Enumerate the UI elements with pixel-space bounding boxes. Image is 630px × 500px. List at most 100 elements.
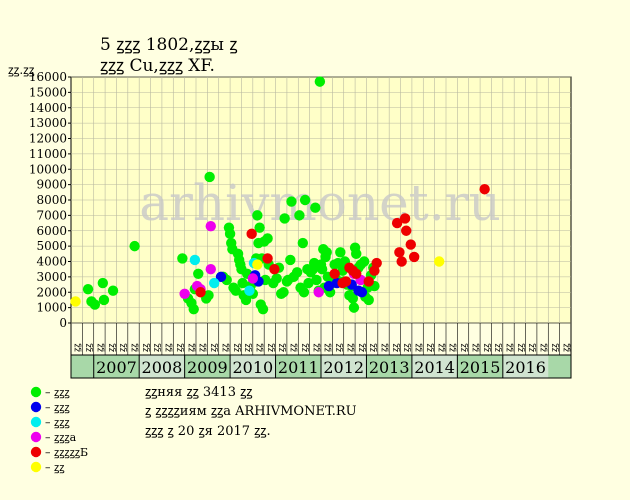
quarter-label: ꙁꙁ (84, 343, 94, 352)
data-point (278, 287, 289, 298)
data-point (335, 247, 346, 258)
quarter-label: ꙁꙁ (414, 343, 424, 352)
quarter-label: ꙁꙁ (220, 343, 230, 352)
year-cell (275, 355, 321, 378)
data-point (89, 299, 101, 310)
quarter-label: ꙁꙁ (516, 343, 526, 352)
info-line1: ꙁꙁняя ꙁꙁ 3413 ꙁꙁ (145, 385, 252, 400)
year-cell (366, 355, 412, 378)
year-cell (411, 355, 458, 378)
data-point (479, 184, 490, 195)
legend-label: – ꙁꙁꙁa (45, 431, 77, 444)
data-point (311, 274, 322, 286)
quarter-label: ꙁꙁ (482, 343, 492, 352)
y-tick-label: 4000 (36, 255, 67, 269)
data-point (394, 247, 405, 258)
year-label: 2013 (369, 358, 410, 377)
chart-title-line1: 5 ꙁꙁꙁ 1802,ꙁꙁы ꙁ (100, 35, 237, 55)
quarter-label: ꙁꙁ (323, 343, 333, 352)
data-point (396, 256, 407, 267)
data-point (246, 228, 257, 240)
y-tick-label: 7000 (36, 208, 67, 222)
quarter-label: ꙁꙁ (198, 343, 208, 352)
quarter-label: ꙁꙁ (311, 343, 321, 352)
quarter-label: ꙁꙁ (550, 343, 560, 352)
year-label: 2011 (278, 358, 319, 377)
year-cell (93, 355, 140, 378)
data-point (351, 248, 362, 260)
data-point (203, 290, 214, 301)
data-point (252, 259, 263, 270)
data-point (252, 210, 263, 221)
data-point (195, 287, 206, 298)
quarter-label: ꙁꙁ (391, 343, 401, 352)
year-cell (321, 355, 367, 378)
y-axis-label: ꙁꙁ.ꙁꙁ (8, 63, 35, 77)
data-point (358, 256, 370, 267)
data-point (329, 268, 340, 279)
data-point (230, 285, 241, 296)
legend-label: – ꙁꙁꙁꙁꙁБ (45, 446, 88, 459)
quarter-label: ꙁꙁ (527, 343, 537, 352)
data-point (82, 283, 94, 295)
data-point (70, 296, 81, 307)
quarter-label: ꙁꙁ (448, 343, 458, 352)
y-tick-label: 15000 (29, 85, 67, 99)
legend-marker (30, 416, 42, 428)
year-cell (230, 355, 276, 378)
legend-marker (30, 446, 42, 458)
data-point (204, 171, 215, 183)
quarter-label: ꙁꙁ (300, 343, 310, 352)
data-point (205, 220, 216, 232)
data-point (348, 302, 360, 313)
data-point (303, 277, 314, 289)
data-point (254, 222, 265, 233)
year-label: 2015 (460, 358, 501, 377)
data-point (271, 273, 282, 284)
data-point (97, 277, 109, 289)
year-row-border (70, 354, 572, 379)
quarter-label: ꙁꙁ (493, 343, 503, 352)
y-tick-label: 8000 (36, 193, 67, 207)
data-point (257, 303, 269, 315)
data-point (321, 247, 332, 258)
data-point (363, 294, 374, 306)
legend-marker (30, 461, 42, 473)
quarter-label: ꙁꙁ (95, 343, 105, 352)
y-tick-label: 11000 (29, 147, 67, 161)
year-cell (548, 355, 571, 378)
data-point (294, 210, 305, 221)
quarter-label: ꙁꙁ (243, 343, 253, 352)
data-point (313, 287, 324, 298)
data-point (269, 263, 280, 275)
year-label: 2007 (96, 358, 137, 377)
data-point (310, 202, 321, 213)
data-point (351, 268, 362, 279)
data-point (323, 280, 335, 292)
data-point (244, 285, 255, 296)
quarter-label: ꙁꙁ (334, 343, 344, 352)
quarter-label: ꙁꙁ (505, 343, 515, 352)
quarter-label: ꙁꙁ (402, 343, 412, 352)
legend-label: – ꙁꙁꙁ (45, 386, 70, 399)
data-point (356, 287, 368, 298)
quarter-label: ꙁꙁ (368, 343, 378, 352)
data-point (297, 237, 309, 249)
data-point (399, 213, 411, 224)
quarter-label: ꙁꙁ (255, 343, 265, 352)
year-label: 2016 (505, 358, 546, 377)
quarter-label: ꙁꙁ (107, 343, 117, 352)
year-cell (71, 355, 94, 378)
data-point (262, 233, 273, 244)
data-point (298, 287, 310, 298)
y-tick-label: 2000 (36, 285, 67, 299)
year-cell (502, 355, 549, 378)
quarter-label: ꙁꙁ (232, 343, 242, 352)
quarter-label: ꙁꙁ (130, 343, 140, 352)
y-tick-label: 6000 (36, 224, 67, 238)
data-point (316, 263, 328, 275)
data-point (188, 303, 199, 315)
year-label: 2008 (142, 358, 183, 377)
year-label: 2014 (414, 358, 455, 377)
